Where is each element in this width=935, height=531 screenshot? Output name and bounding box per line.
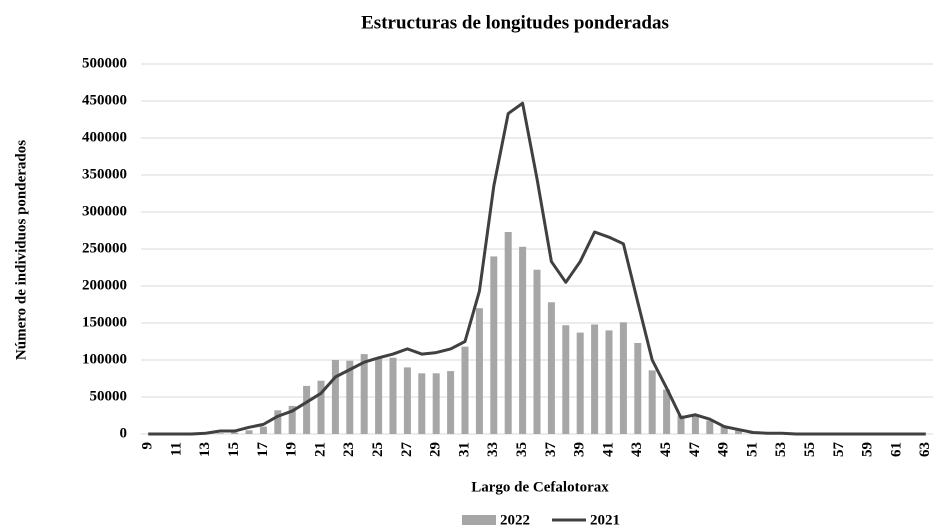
x-tick-label: 25 <box>370 442 386 457</box>
bar <box>331 360 339 434</box>
x-tick-label: 13 <box>197 442 213 457</box>
y-tick-label: 0 <box>120 425 128 441</box>
line <box>148 101 926 436</box>
bar <box>677 415 685 434</box>
bar <box>360 354 368 434</box>
x-tick-label: 51 <box>744 442 760 457</box>
bar <box>619 322 627 434</box>
y-tick-label: 500000 <box>82 55 127 71</box>
x-tick-label: 53 <box>773 442 789 457</box>
bar <box>706 420 714 434</box>
y-axis-label: Número de individuos ponderados <box>13 140 29 360</box>
x-tick-label: 33 <box>485 442 501 457</box>
bar <box>533 269 541 434</box>
bar <box>562 325 570 434</box>
x-tick-label: 57 <box>831 442 847 458</box>
legend-label: 2021 <box>590 512 620 528</box>
x-tick-label: 45 <box>658 442 674 457</box>
x-tick-label: 61 <box>888 442 904 457</box>
bar <box>259 426 267 434</box>
y-tick-label: 450000 <box>82 92 127 108</box>
x-tick-label: 29 <box>428 442 444 457</box>
x-tick-label: 37 <box>543 442 559 458</box>
bar <box>634 342 642 434</box>
bar <box>547 302 555 434</box>
x-tick-label: 49 <box>716 442 732 457</box>
x-tick-label: 35 <box>514 442 530 457</box>
bar <box>303 385 311 434</box>
x-tick-label: 11 <box>168 442 184 456</box>
bar <box>691 415 699 434</box>
x-axis-label: Largo de Cefalotorax <box>471 479 609 495</box>
x-tick-label: 15 <box>226 442 242 457</box>
y-tick-label: 300000 <box>82 203 127 219</box>
x-tick-label: 17 <box>255 442 271 458</box>
x-tick-label: 63 <box>917 442 933 457</box>
bar <box>475 308 483 434</box>
bar <box>375 358 383 434</box>
x-tick-label: 9 <box>140 442 156 450</box>
x-tick-label: 27 <box>399 442 415 458</box>
bar <box>231 432 239 434</box>
bar <box>274 410 282 434</box>
x-tick-label: 59 <box>860 442 876 457</box>
x-tick-label: 31 <box>456 442 472 457</box>
bar <box>504 231 512 434</box>
bar <box>576 332 584 434</box>
x-tick-label: 39 <box>572 442 588 457</box>
y-tick-label: 200000 <box>82 277 127 293</box>
x-tick-label: 43 <box>629 442 645 457</box>
x-tick-label: 41 <box>600 442 616 457</box>
bar <box>663 389 671 434</box>
x-tick-label: 19 <box>284 442 300 457</box>
x-tick-label: 23 <box>341 442 357 457</box>
bar <box>648 370 656 434</box>
bar <box>432 373 440 434</box>
y-tick-label: 250000 <box>82 240 127 256</box>
y-tick-label: 100000 <box>82 351 127 367</box>
bar <box>447 371 455 434</box>
bar <box>591 324 599 434</box>
bar <box>245 430 253 434</box>
bar <box>346 360 354 434</box>
bar <box>605 330 613 434</box>
x-tick-label: 21 <box>312 442 328 457</box>
chart-title: Estructuras de longitudes ponderadas <box>361 12 669 33</box>
y-tick-label: 50000 <box>90 388 128 404</box>
y-tick-label: 350000 <box>82 166 127 182</box>
bar <box>720 426 728 434</box>
legend-swatch <box>462 515 496 525</box>
x-tick-label: 47 <box>687 442 703 458</box>
bar <box>490 256 498 434</box>
bar <box>418 373 426 434</box>
bar <box>403 367 411 434</box>
bar <box>288 405 296 434</box>
bar <box>216 433 224 434</box>
bar <box>519 246 527 434</box>
y-tick-label: 400000 <box>82 129 127 145</box>
bar <box>735 430 743 434</box>
x-tick-label: 55 <box>802 442 818 457</box>
bar <box>461 346 469 434</box>
bar <box>389 357 397 434</box>
y-tick-label: 150000 <box>82 314 127 330</box>
bar <box>317 380 325 434</box>
legend-label: 2022 <box>500 512 530 528</box>
